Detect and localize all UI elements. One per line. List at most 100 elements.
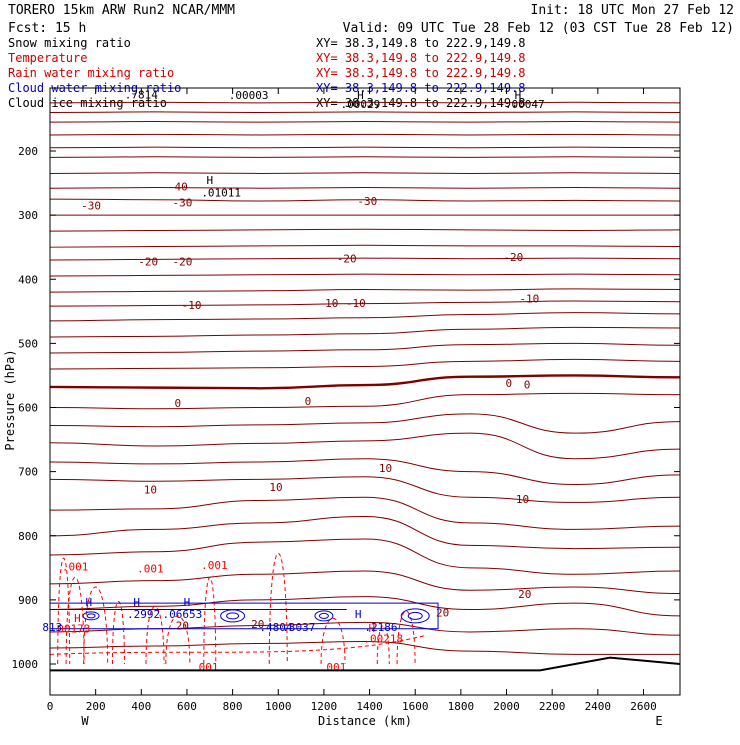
isotherm-24 <box>49 458 681 485</box>
isotherm-23 <box>49 432 681 460</box>
cloud-water-label-9: H <box>85 596 92 609</box>
rain-label-8: H <box>369 622 376 635</box>
cloud-water-cell-0 <box>220 609 246 623</box>
isotherm-14 <box>49 288 681 293</box>
ice-label-3: .00029 <box>341 98 381 111</box>
rain-contour-7 <box>268 552 288 665</box>
x-tick-label-9: 1800 <box>448 700 475 713</box>
terrain-surface <box>50 656 681 672</box>
x-tick-label-10: 2000 <box>493 700 520 713</box>
isotherm-label-16: 10 <box>144 484 157 497</box>
terrain-line <box>50 656 681 672</box>
isotherm-5 <box>49 156 681 158</box>
x-tick-label-5: 1000 <box>265 700 292 713</box>
legend-name-0: Snow mixing ratio <box>8 36 131 50</box>
x-axis-label: Distance (km) <box>318 714 412 728</box>
ice-label-0: .01011 <box>201 187 241 200</box>
isotherm-3 <box>49 133 681 136</box>
west-label: W <box>81 714 89 728</box>
isotherm-0 <box>49 101 681 104</box>
y-tick-label-2: 400 <box>18 273 38 286</box>
isotherm-2 <box>49 121 681 123</box>
rain-contour-10 <box>396 610 416 665</box>
cloud-water-label-0: .2992 <box>127 608 160 621</box>
isotherm-16 <box>49 312 681 322</box>
legend-xy-0: XY= 38.3,149.8 to 222.9,149.8 <box>316 36 526 50</box>
isotherm-32 <box>49 641 680 655</box>
cloud-water-label-5: 813 <box>42 621 62 634</box>
ice-label-6: H <box>515 89 522 102</box>
cloud-water-core-3 <box>86 613 96 619</box>
rain-label-3: .001 <box>192 661 219 674</box>
y-axis-label: Pressure (hPa) <box>3 349 17 450</box>
rain-contour-5 <box>165 615 191 665</box>
ice-label-2: .00003 <box>229 89 269 102</box>
rain-label-5: .00173 <box>51 623 91 636</box>
isotherm-29 <box>49 570 681 594</box>
isotherm-label-14: 0 <box>505 377 512 390</box>
header-fcst: Fcst: 15 h <box>8 21 86 36</box>
isotherm-label-22: 20 <box>436 607 449 620</box>
x-tick-label-8: 1600 <box>402 700 429 713</box>
y-tick-label-6: 800 <box>18 530 38 543</box>
isotherm-label-5: -20 <box>172 255 192 268</box>
isotherm-10 <box>49 228 681 232</box>
isotherm-label-10: -10 <box>346 297 366 310</box>
isotherm-26 <box>49 496 681 530</box>
x-tick-label-12: 2400 <box>585 700 612 713</box>
rain-contour-3 <box>111 600 125 665</box>
isotherm-20 <box>49 374 681 390</box>
isotherm-label-1: -30 <box>81 200 101 213</box>
header-title: TORERO 15km ARW Run2 NCAR/MMM <box>8 3 235 18</box>
rain-label-7: H <box>74 612 81 625</box>
y-tick-label-8: 1000 <box>12 658 39 671</box>
isotherm-7 <box>49 187 681 189</box>
rain-contour-2 <box>83 586 109 665</box>
x-tick-label-6: 1200 <box>311 700 338 713</box>
cloud-water-label-6: H <box>133 596 140 609</box>
isotherm-label-11: -10 <box>519 292 539 305</box>
isotherm-label-2: -30 <box>172 196 192 209</box>
cloud-water-label-1: .06653 <box>163 608 203 621</box>
plot-frame <box>49 87 681 696</box>
isotherm-label-21: 20 <box>251 618 264 631</box>
y-tick-label-7: 900 <box>18 594 38 607</box>
isotherm-label-4: -20 <box>138 255 158 268</box>
ice-label-1: H <box>206 174 213 187</box>
cloud-water-label-7: H <box>184 596 191 609</box>
east-label: E <box>655 714 662 728</box>
cloud-water-core-1 <box>318 612 329 619</box>
rain-contour-6 <box>203 576 217 665</box>
isotherm-label-8: -10 <box>182 299 202 312</box>
isotherm-17 <box>49 326 681 338</box>
rain-label-6: .00218 <box>363 632 403 645</box>
isotherm-label-17: 10 <box>269 481 282 494</box>
isotherm-27 <box>49 516 681 550</box>
rain-label-4: .001 <box>320 661 347 674</box>
header-init: Init: 18 UTC Mon 27 Feb 12 <box>531 3 735 18</box>
rain-contour-0 <box>57 557 71 665</box>
x-tick-label-13: 2600 <box>630 700 657 713</box>
isotherm-1 <box>49 111 681 114</box>
header-valid: Valid: 09 UTC Tue 28 Feb 12 (03 CST Tue … <box>343 21 734 36</box>
y-tick-label-3: 500 <box>18 337 38 350</box>
axes: 0 200 400 600 800 1000 1200 1400 1600 1800 2000 220… <box>12 88 680 713</box>
isotherm-label-9: -10 <box>319 297 339 310</box>
isotherm-label-7: -20 <box>503 251 523 264</box>
isotherm-label-3: -30 <box>357 195 377 208</box>
rain-label-0: .001 <box>62 561 89 574</box>
rain-contour-4 <box>145 605 165 665</box>
cloud-water-label-4: .3037 <box>282 621 315 634</box>
x-tick-label-11: 2200 <box>539 700 566 713</box>
legend-xy-2: XY= 38.3,149.8 to 222.9,149.8 <box>316 66 526 80</box>
legend-xy-1: XY= 38.3,149.8 to 222.9,149.8 <box>316 51 526 65</box>
rain-label-2: .001 <box>201 559 228 572</box>
legend-name-1: Temperature <box>8 51 87 65</box>
isotherm-label-23: 20 <box>518 588 531 601</box>
isotherm-8 <box>49 198 681 202</box>
y-tick-label-0: 200 <box>18 145 38 158</box>
isotherm-22 <box>49 413 681 434</box>
rain-label-1: .001 <box>137 562 164 575</box>
x-tick-label-3: 600 <box>177 700 197 713</box>
